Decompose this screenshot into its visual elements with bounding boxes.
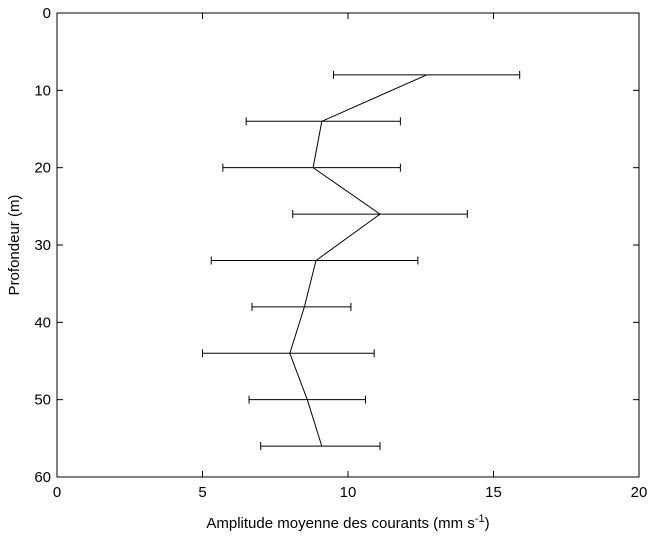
x-axis-label: Amplitude moyenne des courants (mm s-1): [206, 513, 489, 532]
y-tick-label: 60: [34, 469, 51, 486]
x-tick-label: 10: [340, 484, 357, 501]
x-tick-label: 0: [53, 484, 61, 501]
y-tick-label: 40: [34, 314, 51, 331]
y-tick-label: 10: [34, 82, 51, 99]
x-tick-labels: 0 5 10 15 20: [53, 484, 648, 501]
x-axis-label-superscript: -1: [475, 513, 485, 525]
axis-ticks: [57, 13, 639, 477]
x-axis-label-close: ): [485, 515, 490, 532]
y-tick-label: 30: [34, 237, 51, 254]
y-tick-label: 0: [43, 5, 51, 22]
y-tick-label: 20: [34, 160, 51, 177]
y-tick-labels: 0 10 20 30 40 50 60: [34, 5, 51, 486]
plot-area: [56, 12, 640, 478]
x-tick-label: 15: [485, 484, 502, 501]
y-axis-label: Profondeur (m): [6, 195, 23, 296]
x-tick-label: 5: [198, 484, 206, 501]
x-tick-label: 20: [631, 484, 648, 501]
y-tick-label: 50: [34, 392, 51, 409]
series-line: [289, 74, 427, 447]
